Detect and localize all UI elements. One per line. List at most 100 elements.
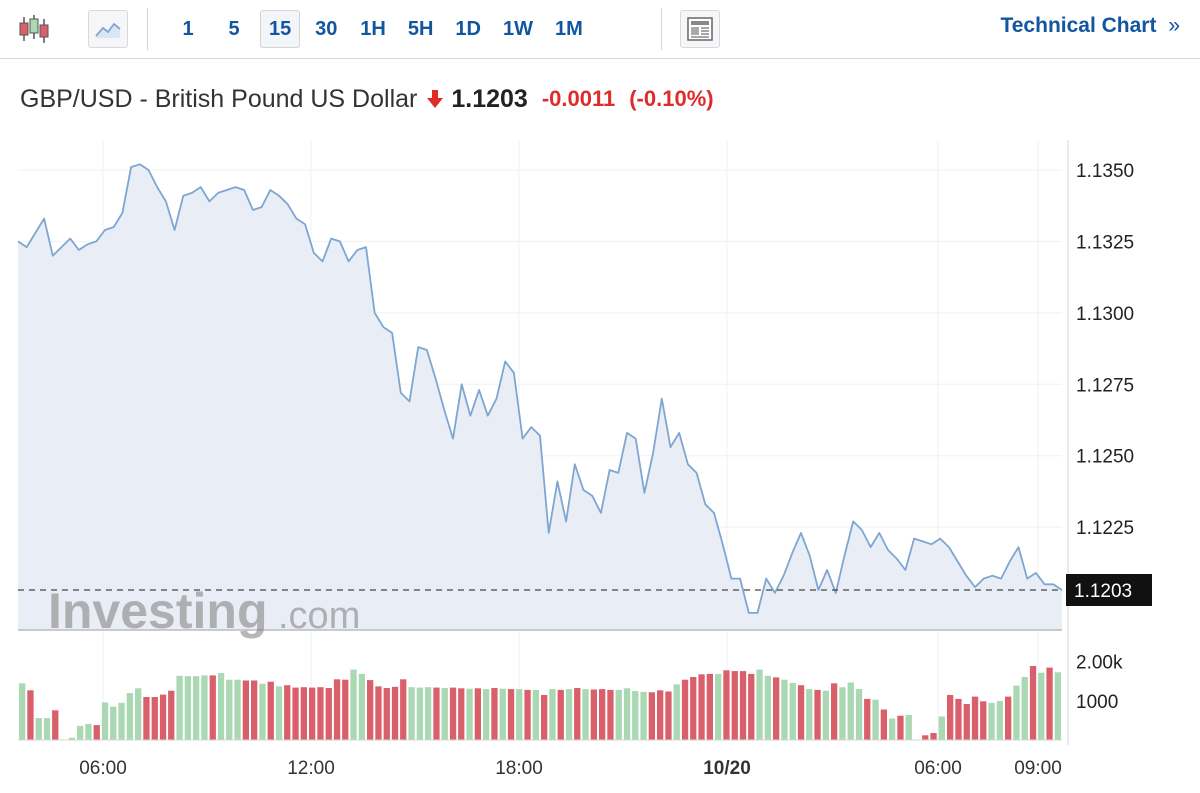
- volume-bar-down: [300, 687, 307, 740]
- volume-bar-up: [565, 689, 573, 740]
- volume-bar-up: [234, 679, 241, 740]
- volume-bar-down: [491, 688, 498, 740]
- candlestick-chart-button[interactable]: [14, 10, 54, 48]
- volume-bar-down: [309, 687, 316, 740]
- volume-bar-down: [375, 686, 382, 740]
- volume-bar-down: [773, 677, 780, 740]
- price-tick-label: 1.1250: [1076, 447, 1134, 468]
- volume-bar-up: [259, 683, 266, 740]
- toolbar-separator: [147, 8, 148, 50]
- quote-header: GBP/USD - British Pound US Dollar 1.1203…: [20, 82, 714, 116]
- news-icon: [687, 17, 713, 41]
- volume-bar-up: [275, 686, 283, 740]
- volume-bar-down: [458, 688, 465, 740]
- volume-bar-up: [416, 687, 423, 740]
- volume-bar-down: [880, 709, 887, 740]
- volume-bar-up: [789, 682, 796, 740]
- news-button[interactable]: [680, 10, 720, 48]
- volume-bar-up: [1054, 672, 1061, 740]
- price-chart[interactable]: Investing .com 1.1203 1.1350 1.1325 1.1300 1.1…: [0, 140, 1200, 785]
- volume-bar-down: [748, 673, 755, 740]
- price-tick-label: 1.1300: [1076, 304, 1134, 325]
- volume-bar-down: [333, 679, 341, 740]
- volume-bar-up: [764, 675, 771, 740]
- volume-bar-up: [101, 702, 109, 740]
- volume-bar-down: [242, 680, 249, 740]
- volume-bar-up: [715, 673, 722, 740]
- toolbar-separator: [661, 8, 662, 50]
- volume-bar-up: [632, 691, 639, 740]
- volume-bar-up: [35, 718, 42, 740]
- volume-bar-down: [980, 701, 987, 740]
- volume-bar-up: [358, 673, 365, 740]
- interval-1w-button[interactable]: 1W: [502, 17, 533, 40]
- volume-bar-up: [756, 669, 763, 740]
- volume-bar-up: [996, 700, 1003, 740]
- volume-bar-down: [367, 680, 374, 740]
- volume-bar-up: [623, 688, 631, 740]
- volume-bar-up: [847, 682, 854, 740]
- volume-bar-up: [806, 689, 813, 740]
- interval-1d-button[interactable]: 1D: [455, 17, 481, 40]
- last-price-label: 1.1203: [1074, 581, 1132, 602]
- volume-bar-down: [284, 685, 291, 740]
- volume-bar-up: [938, 716, 945, 740]
- interval-1m-button[interactable]: 1M: [554, 17, 583, 40]
- volume-bar-up: [201, 675, 208, 740]
- chart-toolbar: 1 5 15 30 1H 5H 1D 1W 1M Technical Chart »: [0, 0, 1200, 59]
- volume-bar-down: [267, 681, 274, 740]
- volume-bar-down: [930, 733, 937, 740]
- volume-bar-down: [251, 680, 258, 740]
- volume-bar-up: [1038, 672, 1045, 740]
- interval-1h-button[interactable]: 1H: [360, 17, 386, 40]
- volume-bar-up: [110, 706, 117, 740]
- volume-bar-up: [193, 676, 200, 740]
- interval-5-button[interactable]: 5: [228, 17, 240, 40]
- volume-bar-up: [781, 679, 788, 740]
- volume-bar-down: [690, 677, 697, 740]
- volume-bar-down: [151, 697, 158, 740]
- x-tick-label: 18:00: [495, 758, 543, 779]
- watermark-suffix: .com: [278, 595, 360, 637]
- volume-bar-up: [350, 669, 357, 740]
- volume-bar-up: [549, 689, 556, 740]
- interval-30-button[interactable]: 30: [315, 17, 338, 40]
- x-tick-label: 12:00: [287, 758, 335, 779]
- volume-bar-down: [574, 688, 581, 740]
- volume-bar-up: [640, 691, 647, 740]
- candlestick-icon: [19, 15, 49, 43]
- volume-bar-up: [483, 689, 490, 740]
- interval-15-button[interactable]: 15: [260, 10, 301, 48]
- volume-bar-down: [657, 690, 664, 740]
- volume-bar-down: [723, 670, 730, 740]
- volume-bar-down: [1005, 696, 1012, 740]
- interval-selector: 1 5 15 30 1H 5H 1D 1W 1M: [168, 10, 597, 48]
- volume-bar-down: [814, 689, 821, 740]
- volume-bar-up: [68, 737, 75, 740]
- volume-bar-down: [955, 698, 962, 740]
- volume-bar-down: [474, 688, 481, 740]
- volume-bar-down: [159, 694, 167, 740]
- volume-bar-down: [400, 679, 407, 740]
- volume-bar-up: [872, 699, 879, 740]
- volume-bar-down: [557, 689, 564, 740]
- volume-bar-down: [209, 675, 216, 740]
- area-chart-button[interactable]: [88, 10, 128, 48]
- volume-bar-down: [507, 689, 515, 740]
- volume-bar-up: [673, 684, 680, 740]
- volume-bar-down: [731, 671, 738, 740]
- interval-5h-button[interactable]: 5H: [407, 17, 434, 40]
- instrument-name: GBP/USD - British Pound US Dollar: [20, 84, 418, 113]
- volume-bar-up: [855, 689, 863, 740]
- price-area: [18, 164, 1062, 631]
- technical-chart-link[interactable]: Technical Chart »: [1000, 14, 1180, 38]
- volume-bar-up: [499, 688, 506, 740]
- volume-bar-up: [184, 676, 191, 740]
- price-tick-label: 1.1350: [1076, 161, 1134, 182]
- x-tick-label: 06:00: [79, 758, 127, 779]
- volume-bar-up: [889, 718, 896, 740]
- volume-tick-label: 1000: [1076, 692, 1118, 713]
- volume-bar-down: [342, 679, 349, 740]
- interval-1-button[interactable]: 1: [182, 17, 194, 40]
- price-tick-label: 1.1325: [1076, 232, 1134, 253]
